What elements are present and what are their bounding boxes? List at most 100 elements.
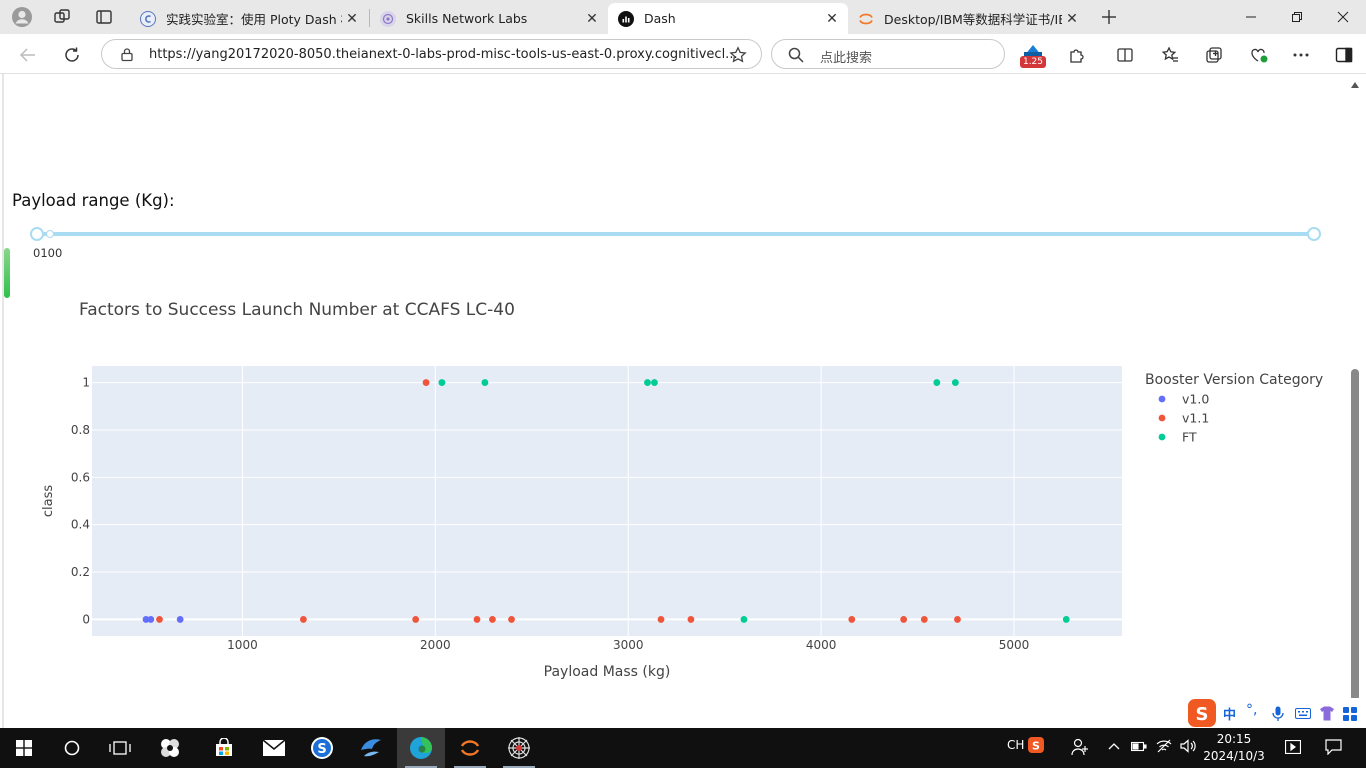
address-bar[interactable]: https://yang20172020-8050.theianext-0-la…: [101, 39, 762, 69]
pinwheel-app-icon[interactable]: [146, 728, 194, 768]
status-indicator-bar: [4, 248, 10, 298]
task-view-icon[interactable]: [96, 728, 144, 768]
data-point-ft: [951, 379, 959, 386]
legend-marker: [1158, 433, 1166, 441]
battery-icon[interactable]: [1131, 740, 1147, 753]
close-icon[interactable]: ✕: [1066, 10, 1078, 27]
chart-grid: [92, 366, 1122, 636]
search-placeholder: 点此搜索: [820, 51, 873, 66]
url-text: https://yang20172020-8050.theianext-0-la…: [149, 47, 738, 62]
volume-icon[interactable]: [1180, 739, 1196, 753]
chart-legend: v1.0 v1.1 FT: [1158, 392, 1209, 445]
reading-extension-icon[interactable]: [1022, 42, 1044, 62]
keyboard-icon[interactable]: [1295, 708, 1311, 719]
chevron-up-icon[interactable]: [1108, 742, 1120, 750]
scrollbar-thumb[interactable]: [1351, 369, 1359, 701]
sidebar-toggle-icon[interactable]: [1331, 42, 1357, 68]
search-box[interactable]: 点此搜索: [771, 39, 1005, 69]
bird-app-icon[interactable]: [347, 728, 395, 768]
close-icon[interactable]: ✕: [346, 10, 358, 27]
data-point-v1-1: [489, 616, 496, 623]
restore-icon[interactable]: [1274, 0, 1320, 34]
refresh-icon[interactable]: [59, 42, 85, 68]
slider-max-handle[interactable]: [1307, 227, 1321, 241]
legend-title: Booster Version Category: [1145, 372, 1323, 388]
plot-area: [92, 366, 1122, 636]
payload-range-label: Payload range (Kg):: [12, 191, 175, 210]
close-window-icon[interactable]: [1320, 0, 1366, 34]
data-point-ft: [651, 379, 658, 386]
data-point-v1-0: [147, 616, 155, 623]
lock-icon[interactable]: [120, 47, 134, 66]
slider-min-label: 0100: [33, 246, 63, 260]
sogou-tray-icon[interactable]: S: [1028, 737, 1044, 753]
data-point-ft: [933, 379, 941, 386]
search-taskbar-icon[interactable]: [48, 728, 96, 768]
extensions-icon[interactable]: [1064, 42, 1090, 68]
profile-icon[interactable]: [10, 5, 34, 29]
y-tick-label: 0.4: [71, 518, 90, 532]
mail-icon[interactable]: [250, 728, 298, 768]
spider-app-icon[interactable]: [495, 728, 543, 768]
favorites-icon[interactable]: [1157, 42, 1183, 68]
system-clock[interactable]: 20:15 2024/10/3: [1202, 731, 1266, 765]
toolbox-icon[interactable]: [1343, 707, 1357, 721]
legend-marker: [1158, 414, 1166, 422]
new-tab-icon[interactable]: [1097, 5, 1121, 29]
jupyter-taskbar-icon[interactable]: [446, 728, 494, 768]
more-menu-icon[interactable]: [1288, 42, 1314, 68]
tab-actions-icon[interactable]: [92, 5, 116, 29]
slider-min-mark: [46, 230, 54, 238]
tab-practice-lab[interactable]: 实践实验室：使用 Ploty Dash 构建 ✕: [130, 3, 368, 34]
minimize-icon[interactable]: [1228, 0, 1274, 34]
svg-text:S: S: [1032, 740, 1040, 753]
edge-browser-icon[interactable]: [397, 728, 445, 768]
y-tick-label: 0.2: [71, 565, 90, 579]
slider-min-handle[interactable]: [30, 227, 44, 241]
clock-time: 20:15: [1216, 732, 1252, 746]
tab-jupyter-desktop[interactable]: Desktop/IBM等数据科学证书/IBM ✕: [848, 3, 1088, 34]
close-icon[interactable]: ✕: [826, 10, 838, 27]
data-point-v1-1: [687, 616, 695, 623]
ime-mode-label[interactable]: 中: [1223, 708, 1237, 723]
tab-skills-network[interactable]: Skills Network Labs ✕: [370, 3, 608, 34]
data-point-v1-1: [900, 616, 908, 623]
notifications-icon[interactable]: [1325, 739, 1342, 755]
x-tick-label: 3000: [613, 638, 644, 652]
favorite-star-icon[interactable]: [729, 46, 747, 68]
microphone-icon[interactable]: [1272, 706, 1284, 721]
ime-toolbar: S 中 °,: [1186, 698, 1364, 728]
windows-start-icon[interactable]: [0, 728, 48, 768]
people-icon[interactable]: [1071, 738, 1089, 756]
data-point-v1-1: [473, 616, 481, 623]
sogou-browser-icon[interactable]: S: [298, 728, 346, 768]
skills-icon: [380, 10, 396, 27]
split-screen-icon[interactable]: [1112, 42, 1138, 68]
back-icon[interactable]: [15, 42, 41, 68]
ime-language-label[interactable]: CH: [1007, 738, 1025, 752]
data-point-v1-1: [657, 616, 665, 623]
sogou-logo-icon[interactable]: S: [1187, 698, 1217, 728]
y-tick-label: 0: [82, 612, 90, 626]
y-tick-label: 1: [82, 376, 90, 390]
performance-icon[interactable]: [1246, 42, 1272, 68]
media-icon[interactable]: [1285, 740, 1301, 754]
left-rail: [2, 74, 4, 728]
collections-icon[interactable]: [1201, 42, 1227, 68]
data-point-v1-0: [142, 616, 150, 623]
data-point-ft: [644, 379, 651, 386]
data-point-ft: [481, 379, 489, 386]
data-point-v1-1: [422, 379, 430, 386]
close-icon[interactable]: ✕: [586, 10, 598, 27]
y-tick-label: 0.8: [71, 423, 90, 437]
scatter-chart: 1000 2000 3000 4000 5000 0 0.2 0.4 0.6 0.8 1 Paylo…: [41, 366, 1323, 680]
store-icon[interactable]: [200, 728, 248, 768]
payload-range-slider[interactable]: [37, 232, 1314, 236]
svg-text:S: S: [317, 742, 326, 757]
wifi-icon[interactable]: [1156, 739, 1172, 753]
tab-title: 实践实验室：使用 Ploty Dash 构建: [166, 12, 342, 27]
workspaces-icon[interactable]: [50, 5, 74, 29]
tab-dash[interactable]: Dash ✕: [608, 3, 848, 34]
skin-icon[interactable]: [1319, 706, 1335, 721]
punctuation-icon[interactable]: °,: [1246, 702, 1258, 718]
